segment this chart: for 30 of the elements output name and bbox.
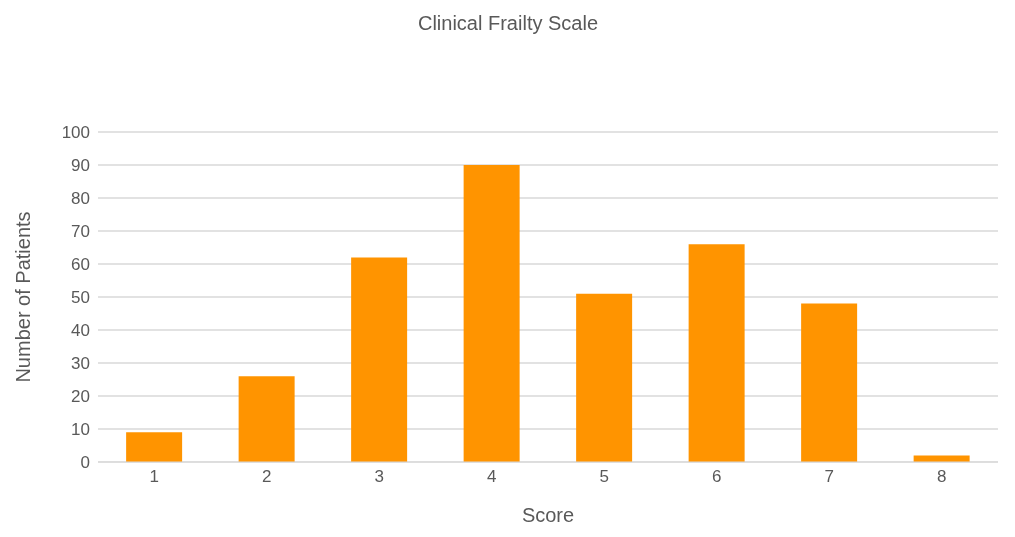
y-tick-label: 60 [71, 255, 90, 275]
y-tick-label: 100 [61, 123, 90, 143]
y-tick-label: 10 [71, 420, 90, 440]
bar [463, 165, 520, 462]
bar [351, 257, 408, 462]
x-tick-label: 8 [937, 467, 947, 487]
y-tick-label: 80 [71, 189, 90, 209]
y-tick-label: 40 [71, 321, 90, 341]
y-tick-label: 70 [71, 222, 90, 242]
bar [576, 293, 633, 462]
x-tick-label: 3 [374, 467, 384, 487]
y-tick-label: 50 [71, 288, 90, 308]
y-tick-label: 0 [80, 453, 90, 473]
x-tick-label: 4 [487, 467, 497, 487]
bar [801, 303, 858, 462]
bar [913, 455, 970, 462]
y-tick-label: 20 [71, 387, 90, 407]
x-tick-label: 1 [149, 467, 159, 487]
x-tick-label: 2 [262, 467, 272, 487]
bar [126, 432, 183, 462]
x-tick-label: 6 [712, 467, 722, 487]
x-axis-title: Score [521, 504, 575, 526]
bar [238, 376, 295, 462]
chart-title: Clinical Frailty Scale [416, 11, 600, 36]
x-tick-label: 7 [824, 467, 834, 487]
y-tick-label: 30 [71, 354, 90, 374]
y-axis-title: Number of Patients [12, 211, 35, 383]
y-tick-label: 90 [71, 156, 90, 176]
bar [688, 244, 745, 462]
x-tick-label: 5 [599, 467, 609, 487]
